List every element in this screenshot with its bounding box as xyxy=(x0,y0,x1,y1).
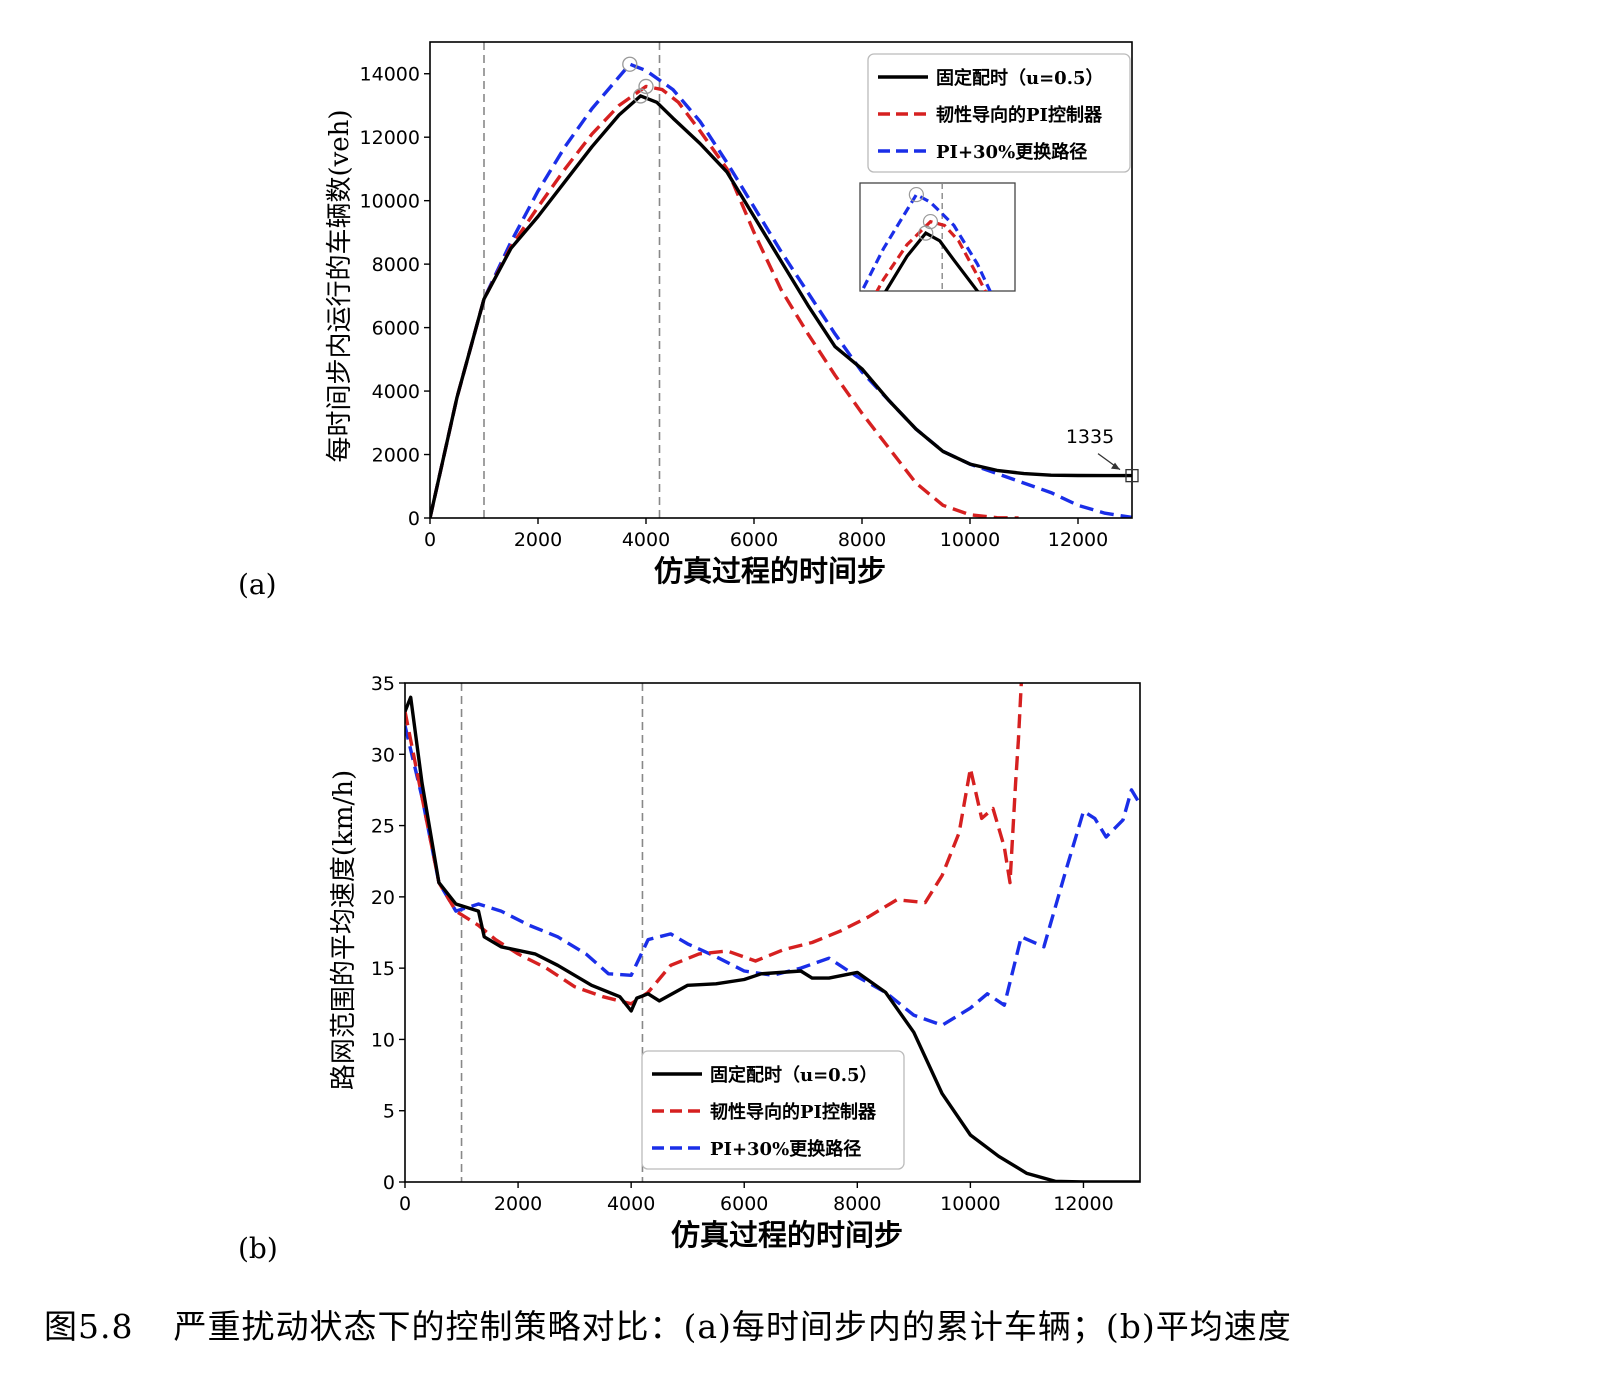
chart-a-frame xyxy=(429,41,1133,519)
chart-a-xtick-label-6000: 6000 xyxy=(730,529,778,551)
chart-b-xtick-label-0: 0 xyxy=(399,1193,411,1215)
chart-a-peak-marker-pi xyxy=(638,78,654,95)
chart-a-xlabel: 仿真过程的时间步 xyxy=(654,554,886,588)
chart-a-legend-label-reroute: PI+30%更换路径 xyxy=(936,141,1087,163)
chart-b-ytick-label-5: 5 xyxy=(383,1101,395,1123)
chart-a-inset-peak-fixed xyxy=(918,225,934,241)
chart-b-ytick-label-20: 20 xyxy=(371,887,395,909)
chart-b-plot-area: 0 2000 4000 6000 8000 10000 12000 0 5 10 15 20 25 30 3… xyxy=(371,673,1141,1215)
chart-a-peak-marker-fixed xyxy=(632,88,649,104)
chart-b-legend: 固定配时（u=0.5） 韧性导向的PI控制器 PI+30%更换路径 xyxy=(641,1050,905,1170)
chart-a-xtick-label-8000: 8000 xyxy=(838,529,886,551)
chart-b-series-pi xyxy=(405,683,1023,1006)
chart-b-speed: 0 2000 4000 6000 8000 10000 12000 0 5 10 15 20 25 30 3… xyxy=(238,673,1141,1265)
chart-a-ytick-label-8000: 8000 xyxy=(372,254,420,276)
chart-a-annotation-label: 1335 xyxy=(1066,426,1114,448)
figure-caption: 图5.8 严重扰动状态下的控制策略对比：(a)每时间步内的累计车辆；(b)平均速度 xyxy=(44,1300,1292,1348)
chart-b-xtick-label-10000: 10000 xyxy=(940,1193,1000,1215)
chart-a-xtick-label-2000: 2000 xyxy=(514,529,562,551)
chart-a-panel-label: (a) xyxy=(238,568,277,601)
chart-a-xtick-label-10000: 10000 xyxy=(940,529,1000,551)
chart-a-xtick-label-12000: 12000 xyxy=(1048,529,1108,551)
chart-a-series-pi xyxy=(430,84,1019,518)
chart-a-inset xyxy=(859,182,1016,292)
chart-b-xtick-label-8000: 8000 xyxy=(833,1193,881,1215)
chart-b-ytick-label-25: 25 xyxy=(371,816,395,838)
chart-b-xtick-label-4000: 4000 xyxy=(607,1193,655,1215)
chart-b-xlabel: 仿真过程的时间步 xyxy=(671,1218,903,1252)
chart-a-ytick-label-12000: 12000 xyxy=(360,127,420,149)
chart-b-legend-label-fixed: 固定配时（u=0.5） xyxy=(710,1064,877,1086)
chart-a-annotation-marker xyxy=(1125,468,1139,483)
chart-b-ytick-label-35: 35 xyxy=(371,673,395,695)
chart-a-ytick-label-14000: 14000 xyxy=(360,64,420,86)
chart-a-peak-marker-reroute xyxy=(622,56,638,72)
chart-b-xtick-label-2000: 2000 xyxy=(494,1193,542,1215)
chart-a-annotation-arrowhead xyxy=(1111,462,1120,470)
chart-b-ytick-label-10: 10 xyxy=(371,1029,395,1051)
chart-b-ytick-label-0: 0 xyxy=(383,1172,395,1194)
chart-a-ytick-label-10000: 10000 xyxy=(360,191,420,213)
chart-b-xtick-label-12000: 12000 xyxy=(1053,1193,1113,1215)
chart-a-inset-frame xyxy=(859,182,1016,292)
chart-a-ytick-label-4000: 4000 xyxy=(372,381,420,403)
chart-b-series-fixed xyxy=(405,695,1140,1182)
chart-a-ylabel: 每时间步内运行的车辆数(veh) xyxy=(325,109,355,462)
chart-b-legend-box xyxy=(641,1050,905,1170)
chart-a-vehicles: 0 2000 4000 6000 8000 10000 12000 0 2000 4000 6000… xyxy=(238,41,1139,601)
chart-b-legend-label-pi: 韧性导向的PI控制器 xyxy=(710,1101,877,1123)
chart-a-ytick-label-6000: 6000 xyxy=(372,318,420,340)
chart-a-series-fixed xyxy=(430,94,1132,518)
chart-b-legend-label-reroute: PI+30%更换路径 xyxy=(710,1138,861,1160)
chart-a-legend-box xyxy=(867,53,1131,173)
chart-b-frame xyxy=(404,682,1141,1183)
chart-b-xtick-label-6000: 6000 xyxy=(720,1193,768,1215)
chart-b-ytick-label-15: 15 xyxy=(371,958,395,980)
chart-b-ytick-label-30: 30 xyxy=(371,744,395,766)
chart-b-series-reroute xyxy=(405,725,1140,1027)
chart-a-ytick-label-0: 0 xyxy=(408,508,420,530)
chart-a-ytick-label-2000: 2000 xyxy=(372,445,420,467)
figure-caption-label: 图5.8 xyxy=(44,1307,134,1346)
figure-caption-text: 严重扰动状态下的控制策略对比：(a)每时间步内的累计车辆；(b)平均速度 xyxy=(173,1307,1292,1346)
chart-a-xtick-label-4000: 4000 xyxy=(622,529,670,551)
chart-a-series-reroute xyxy=(430,62,1132,518)
chart-a-plot-area: 0 2000 4000 6000 8000 10000 12000 0 2000 4000 6000… xyxy=(360,41,1139,551)
chart-a-legend-label-pi: 韧性导向的PI控制器 xyxy=(936,104,1103,126)
chart-b-ylabel: 路网范围的平均速度(km/h) xyxy=(329,770,359,1090)
chart-a-legend-label-fixed: 固定配时（u=0.5） xyxy=(936,67,1103,89)
chart-a-xtick-label-0: 0 xyxy=(424,529,436,551)
chart-a-legend: 固定配时（u=0.5） 韧性导向的PI控制器 PI+30%更换路径 xyxy=(867,53,1131,173)
chart-a-inset-peak-reroute xyxy=(908,186,924,203)
chart-b-panel-label: (b) xyxy=(238,1232,278,1265)
